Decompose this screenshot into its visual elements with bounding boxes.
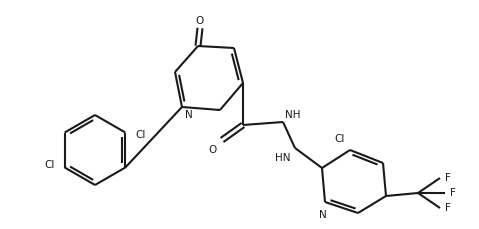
Text: F: F <box>445 173 451 183</box>
Text: O: O <box>209 145 217 155</box>
Text: Cl: Cl <box>45 161 55 171</box>
Text: NH: NH <box>285 110 300 120</box>
Text: N: N <box>319 210 327 220</box>
Text: F: F <box>450 188 456 198</box>
Text: Cl: Cl <box>335 134 345 144</box>
Text: N: N <box>185 110 193 120</box>
Text: F: F <box>445 203 451 213</box>
Text: O: O <box>196 16 204 26</box>
Text: HN: HN <box>275 153 291 163</box>
Text: Cl: Cl <box>135 130 146 139</box>
